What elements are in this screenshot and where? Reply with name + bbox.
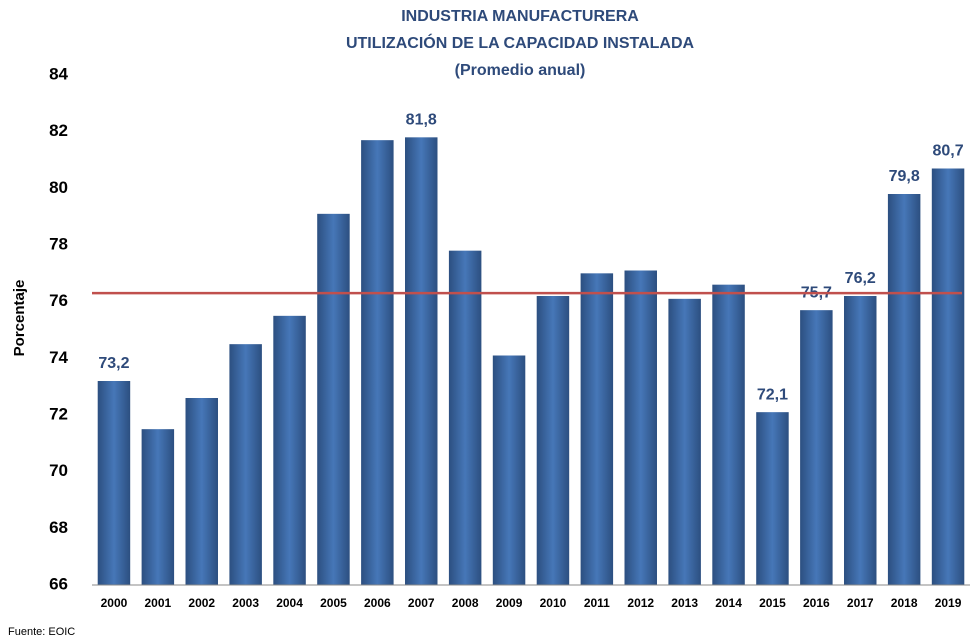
bar	[536, 296, 570, 585]
y-tick-label: 74	[49, 348, 68, 367]
y-tick-label: 76	[49, 291, 68, 310]
bar	[931, 168, 965, 585]
bar	[668, 298, 701, 585]
x-tick-label: 2008	[452, 596, 479, 610]
chart-subtitle: (Promedio anual)	[455, 62, 586, 79]
bar	[887, 194, 921, 585]
chart-title: UTILIZACIÓN DE LA CAPACIDAD INSTALADA	[346, 33, 695, 52]
bar	[273, 315, 306, 585]
x-tick-label: 2015	[759, 596, 786, 610]
bar	[756, 412, 789, 585]
data-label: 81,8	[406, 112, 437, 129]
bar	[229, 344, 262, 585]
bar	[712, 284, 745, 585]
y-tick-label: 68	[49, 518, 68, 537]
bar	[141, 429, 175, 585]
x-tick-label: 2006	[364, 596, 391, 610]
y-tick-label: 66	[49, 574, 68, 593]
source-note: Fuente: EOIC	[8, 626, 75, 638]
x-tick-label: 2003	[232, 596, 259, 610]
x-tick-label: 2002	[188, 596, 215, 610]
x-tick-label: 2010	[540, 596, 567, 610]
x-tick-label: 2013	[671, 596, 698, 610]
x-tick-label: 2017	[847, 596, 874, 610]
chart-title: INDUSTRIA MANUFACTURERA	[401, 8, 639, 25]
bar	[361, 140, 394, 585]
data-label: 79,8	[889, 168, 920, 185]
data-label: 80,7	[932, 143, 963, 160]
x-tick-label: 2016	[803, 596, 830, 610]
bar	[800, 310, 833, 585]
bar	[492, 355, 526, 585]
x-tick-label: 2004	[276, 596, 303, 610]
x-tick-label: 2019	[935, 596, 962, 610]
bar	[405, 137, 438, 586]
bar	[448, 250, 482, 585]
data-label: 76,2	[845, 270, 876, 287]
x-tick-label: 2009	[496, 596, 523, 610]
x-tick-label: 2018	[891, 596, 918, 610]
y-tick-label: 70	[49, 461, 68, 480]
y-tick-label: 80	[49, 178, 68, 197]
bar	[844, 296, 877, 585]
x-tick-label: 2012	[627, 596, 654, 610]
y-tick-label: 84	[49, 64, 68, 83]
bar	[317, 213, 350, 586]
data-label: 73,2	[98, 355, 129, 372]
x-tick-label: 2014	[715, 596, 742, 610]
x-tick-label: 2005	[320, 596, 347, 610]
y-tick-label: 82	[49, 121, 68, 140]
y-axis-label: Porcentaje	[11, 280, 28, 357]
bar	[185, 398, 218, 585]
y-tick-label: 78	[49, 234, 68, 253]
bar	[580, 273, 614, 585]
y-tick-label: 72	[49, 404, 68, 423]
x-tick-label: 2001	[144, 596, 171, 610]
x-tick-label: 2000	[101, 596, 128, 610]
data-label: 72,1	[757, 386, 788, 403]
bar	[97, 381, 131, 585]
bar	[624, 270, 657, 585]
x-tick-label: 2011	[584, 596, 610, 610]
x-tick-label: 2007	[408, 596, 435, 610]
